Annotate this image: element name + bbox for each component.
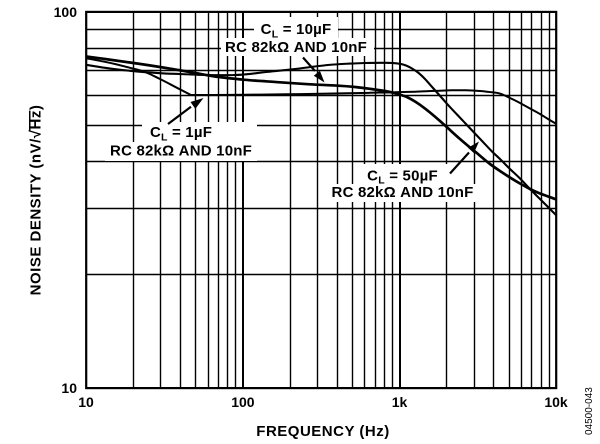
- svg-text:FREQUENCY (Hz): FREQUENCY (Hz): [256, 423, 389, 440]
- svg-text:NOISE DENSITY (nV/√Hz): NOISE DENSITY (nV/√Hz): [28, 105, 45, 296]
- svg-text:04500-043: 04500-043: [584, 387, 595, 435]
- svg-text:100: 100: [231, 394, 255, 410]
- svg-text:100: 100: [54, 4, 78, 20]
- svg-text:10: 10: [61, 380, 77, 396]
- svg-text:CL = 10µF: CL = 10µF: [261, 21, 332, 40]
- svg-text:CL = 1µF: CL = 1µF: [150, 124, 212, 143]
- svg-text:CL = 50µF: CL = 50µF: [367, 167, 438, 186]
- svg-text:RC 82kΩ AND 10nF: RC 82kΩ AND 10nF: [110, 142, 252, 159]
- svg-text:10: 10: [78, 394, 94, 410]
- svg-text:10k: 10k: [544, 394, 568, 410]
- svg-text:1k: 1k: [392, 394, 408, 410]
- svg-text:RC 82kΩ AND 10nF: RC 82kΩ AND 10nF: [332, 184, 474, 201]
- svg-text:RC 82kΩ AND 10nF: RC 82kΩ AND 10nF: [225, 39, 367, 56]
